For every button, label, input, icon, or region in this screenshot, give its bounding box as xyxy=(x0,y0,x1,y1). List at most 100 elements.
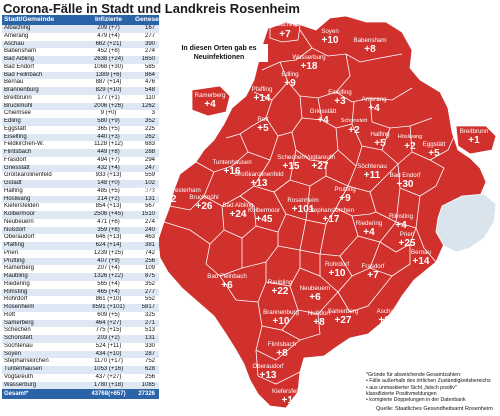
total-infected: 43768(+657) xyxy=(84,389,133,400)
cell-municipality: Rohrdorf xyxy=(2,296,84,304)
new-cases-count: +4 xyxy=(204,99,216,110)
table-row: Schechen 775 (+15) 513 xyxy=(2,327,159,335)
cell-municipality: Gstadt xyxy=(2,180,84,188)
cell-municipality: Aschau xyxy=(2,40,84,49)
cell-infected: 565 (+4) xyxy=(84,280,133,289)
municipality-name: Albaching xyxy=(272,22,298,28)
callout-text: In diesen Orten gab es Neuinfektionen xyxy=(170,44,268,62)
cell-infected: 479 (+4) xyxy=(84,32,133,41)
municipality-name: Riedering xyxy=(355,220,383,227)
new-cases-count: +30 xyxy=(396,179,414,190)
new-cases-count: +15 xyxy=(282,161,300,172)
cell-infected: 580 (+9) xyxy=(84,118,133,126)
new-cases-count: +24 xyxy=(229,209,247,220)
new-cases-count: +5 xyxy=(374,138,386,149)
cell-infected: 365 (+5) xyxy=(84,125,133,134)
cell-recovered: 240 xyxy=(133,226,159,235)
new-cases-count: +6 xyxy=(309,292,321,303)
map-label-oberaudorf: Oberaudorf +13 xyxy=(252,363,283,381)
cell-infected: 449 (+8) xyxy=(84,149,133,157)
map-label-flintsbach: Flintsbach +8 xyxy=(268,341,296,359)
new-cases-count: +27 xyxy=(311,161,329,172)
table-row: Tuntenhausen 1053 (+16) 628 xyxy=(2,366,159,374)
municipality-name: Rott xyxy=(257,116,269,123)
cell-recovered: 742 xyxy=(133,249,159,258)
table-row: Bad Feilnbach 1389 (+6) 864 xyxy=(2,71,159,80)
table-row: Soyen 434 (+10) 287 xyxy=(2,350,159,359)
table-row: Bernau 887 (+14) 476 xyxy=(2,79,159,87)
map-label-babensham: Babensham +8 xyxy=(353,37,386,55)
cell-infected: 440 (+3) xyxy=(84,133,133,142)
cell-recovered: 1510 xyxy=(133,211,159,219)
map-label-amerang: Amerang +4 xyxy=(361,96,386,114)
table-row: Schonstett 203 (+2) 131 xyxy=(2,335,159,343)
new-cases-count: +3 xyxy=(334,96,346,107)
cell-municipality: Frasdorf xyxy=(2,156,84,165)
cell-municipality: Prutting xyxy=(2,257,84,266)
new-cases-count: +4 xyxy=(368,103,380,114)
new-cases-count: +101 xyxy=(291,204,315,215)
cell-infected: 359 (+8) xyxy=(84,226,133,235)
map-label-halfing: Halfing +5 xyxy=(370,131,389,149)
table-row: Höslwang 214 (+2) 131 xyxy=(2,195,159,204)
new-cases-count: +5 xyxy=(257,123,269,134)
cell-recovered: 5817 xyxy=(133,304,159,312)
cell-infected: 432 (+4) xyxy=(84,164,133,173)
cell-recovered: 1650 xyxy=(133,56,159,64)
cell-recovered: 256 xyxy=(133,257,159,266)
municipality-name: Aschau xyxy=(376,308,398,315)
table-row: Rott 609 (+5) 325 xyxy=(2,311,159,320)
cell-recovered: 683 xyxy=(133,141,159,149)
map-label-nussdorf: Nußdorf +8 xyxy=(308,310,330,328)
new-cases-count: +2 xyxy=(404,141,416,152)
cell-municipality: Bad Endorf xyxy=(2,63,84,72)
cell-recovered: 277 xyxy=(133,288,159,297)
table-row: Edling 580 (+9) 352 xyxy=(2,118,159,126)
cases-table: Stadt/Gemeinde Infizierte Genesene Albac… xyxy=(2,15,167,400)
cell-recovered: 559 xyxy=(133,172,159,180)
cell-recovered: 131 xyxy=(133,335,159,343)
cell-infected: 437 (+27) xyxy=(84,373,133,382)
cell-recovered: 567 xyxy=(133,203,159,211)
cell-municipality: Griesstätt xyxy=(2,164,84,173)
new-cases-count: +12 xyxy=(159,194,177,205)
map-label-badfeilnbach: Bad Feilnbach +6 xyxy=(207,273,247,291)
map-label-kolbermoor: Kolbermoor +45 xyxy=(248,207,280,225)
map-label-eiselfing: Eiselfing +3 xyxy=(328,89,351,107)
municipality-name: Eiselfing xyxy=(328,89,352,96)
table-row: Wasserburg 1780 (+18) 1085 xyxy=(2,381,159,390)
cell-municipality: Albaching xyxy=(2,25,84,33)
cell-recovered: 256 xyxy=(133,373,159,382)
map-label-grosskarolinenfeld: Großkarolinenfeld +13 xyxy=(234,171,283,189)
cell-municipality: Neubeuern xyxy=(2,218,84,227)
cell-infected: 2638 (+24) xyxy=(84,56,133,64)
municipality-name: Rimsting xyxy=(388,213,414,220)
map-label-ramerberg: Ramerberg +4 xyxy=(195,92,226,110)
cell-municipality: Riedering xyxy=(2,280,84,289)
municipality-name: Raubling xyxy=(267,279,293,286)
municipality-name: Feldkirchen-Westerham xyxy=(135,187,201,194)
municipality-name: Schechen xyxy=(277,154,305,161)
table-row: Griesstätt 432 (+4) 247 xyxy=(2,164,159,173)
table-row: Samerberg 464 (+27) 271 xyxy=(2,319,159,328)
cell-municipality: Vogtareuth xyxy=(2,373,84,382)
new-cases-count: +13 xyxy=(281,395,299,406)
new-cases-count: +10 xyxy=(328,268,346,279)
municipality-name: Ramerberg xyxy=(194,92,226,99)
cell-municipality: Eggstätt xyxy=(2,125,84,134)
cell-infected: 452 (+8) xyxy=(84,48,133,56)
map-label-vogtareuth: Vogtareuth +27 xyxy=(305,154,335,172)
cell-infected: 2006 (+26) xyxy=(84,102,133,111)
table-row: Feldkirchen-W. 1128 (+12) 683 xyxy=(2,141,159,149)
map-label-badaibling: Bad Aibling +24 xyxy=(223,202,254,220)
table-row: Neubeuern 471 (+6) 274 xyxy=(2,218,159,227)
municipality-name: Nußdorf xyxy=(307,310,331,317)
header-recovered: Genesene xyxy=(133,15,167,25)
new-cases-count: +16 xyxy=(223,166,241,177)
cell-recovered: 225 xyxy=(133,125,159,134)
municipality-name: Samerberg xyxy=(327,308,359,315)
municipality-name: Schonstett xyxy=(340,118,368,124)
new-cases-count: +2 xyxy=(348,125,360,136)
cell-infected: 434 (+10) xyxy=(84,350,133,359)
table-row: Flintsbach 449 (+8) 288 xyxy=(2,149,159,157)
